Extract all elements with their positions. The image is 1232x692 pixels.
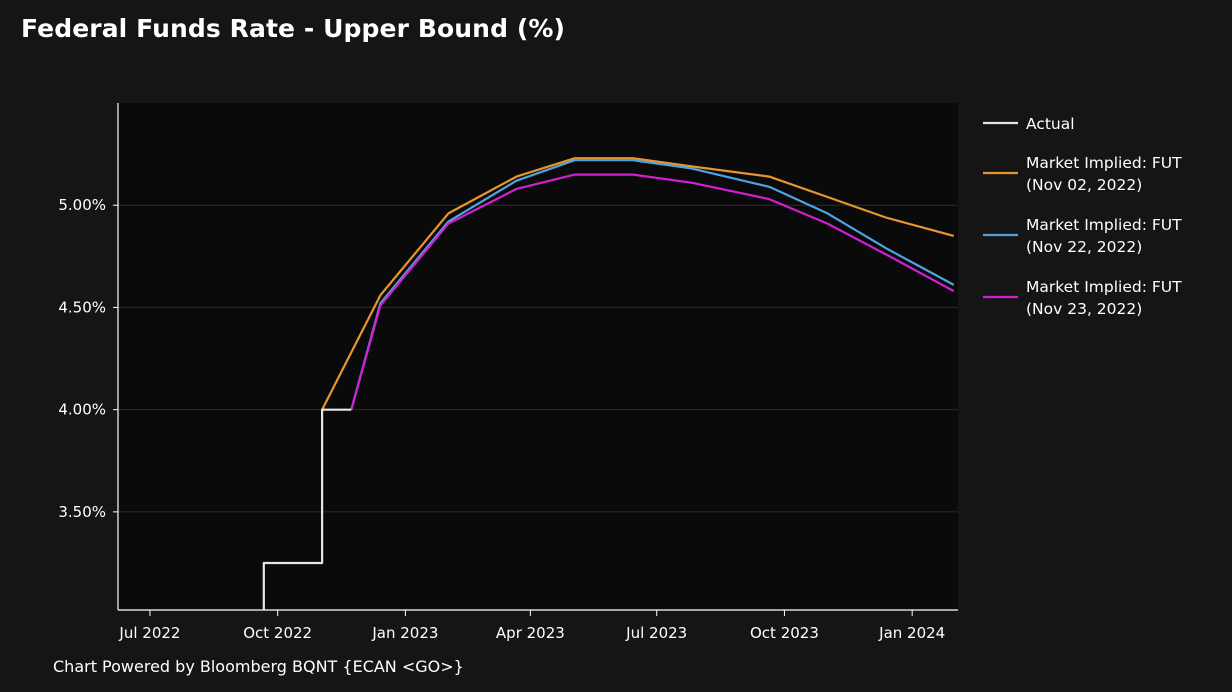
legend-entry-label: Market Implied: FUT (Nov 23, 2022) <box>1026 278 1182 318</box>
chart-footer: Chart Powered by Bloomberg BQNT {ECAN <G… <box>53 657 464 676</box>
y-tick-label: 4.50% <box>58 298 106 316</box>
x-tick-label: Jan 2023 <box>371 624 438 642</box>
legend-entry-label: Actual <box>1026 115 1075 133</box>
y-tick-label: 3.50% <box>58 503 106 521</box>
legend-entry-label: Market Implied: FUT (Nov 22, 2022) <box>1026 216 1182 256</box>
series-line-market-implied-fut-1 <box>321 157 955 411</box>
series-line-market-implied-fut-2 <box>350 159 955 410</box>
x-tick-label: Oct 2022 <box>243 624 312 642</box>
series-line-actual-0 <box>262 408 352 610</box>
y-tick-label: 5.00% <box>58 196 106 214</box>
legend-entry-label: Market Implied: FUT (Nov 02, 2022) <box>1026 154 1182 194</box>
x-tick-label: Jul 2022 <box>118 624 180 642</box>
x-tick-label: Jul 2023 <box>625 624 687 642</box>
plot-area <box>118 103 958 610</box>
chart-title: Federal Funds Rate - Upper Bound (%) <box>21 14 566 43</box>
x-tick-label: Oct 2023 <box>750 624 819 642</box>
x-tick-label: Apr 2023 <box>496 624 565 642</box>
y-tick-label: 4.00% <box>58 401 106 419</box>
series-line-market-implied-fut-3 <box>350 173 955 410</box>
x-tick-label: Jan 2024 <box>878 624 945 642</box>
